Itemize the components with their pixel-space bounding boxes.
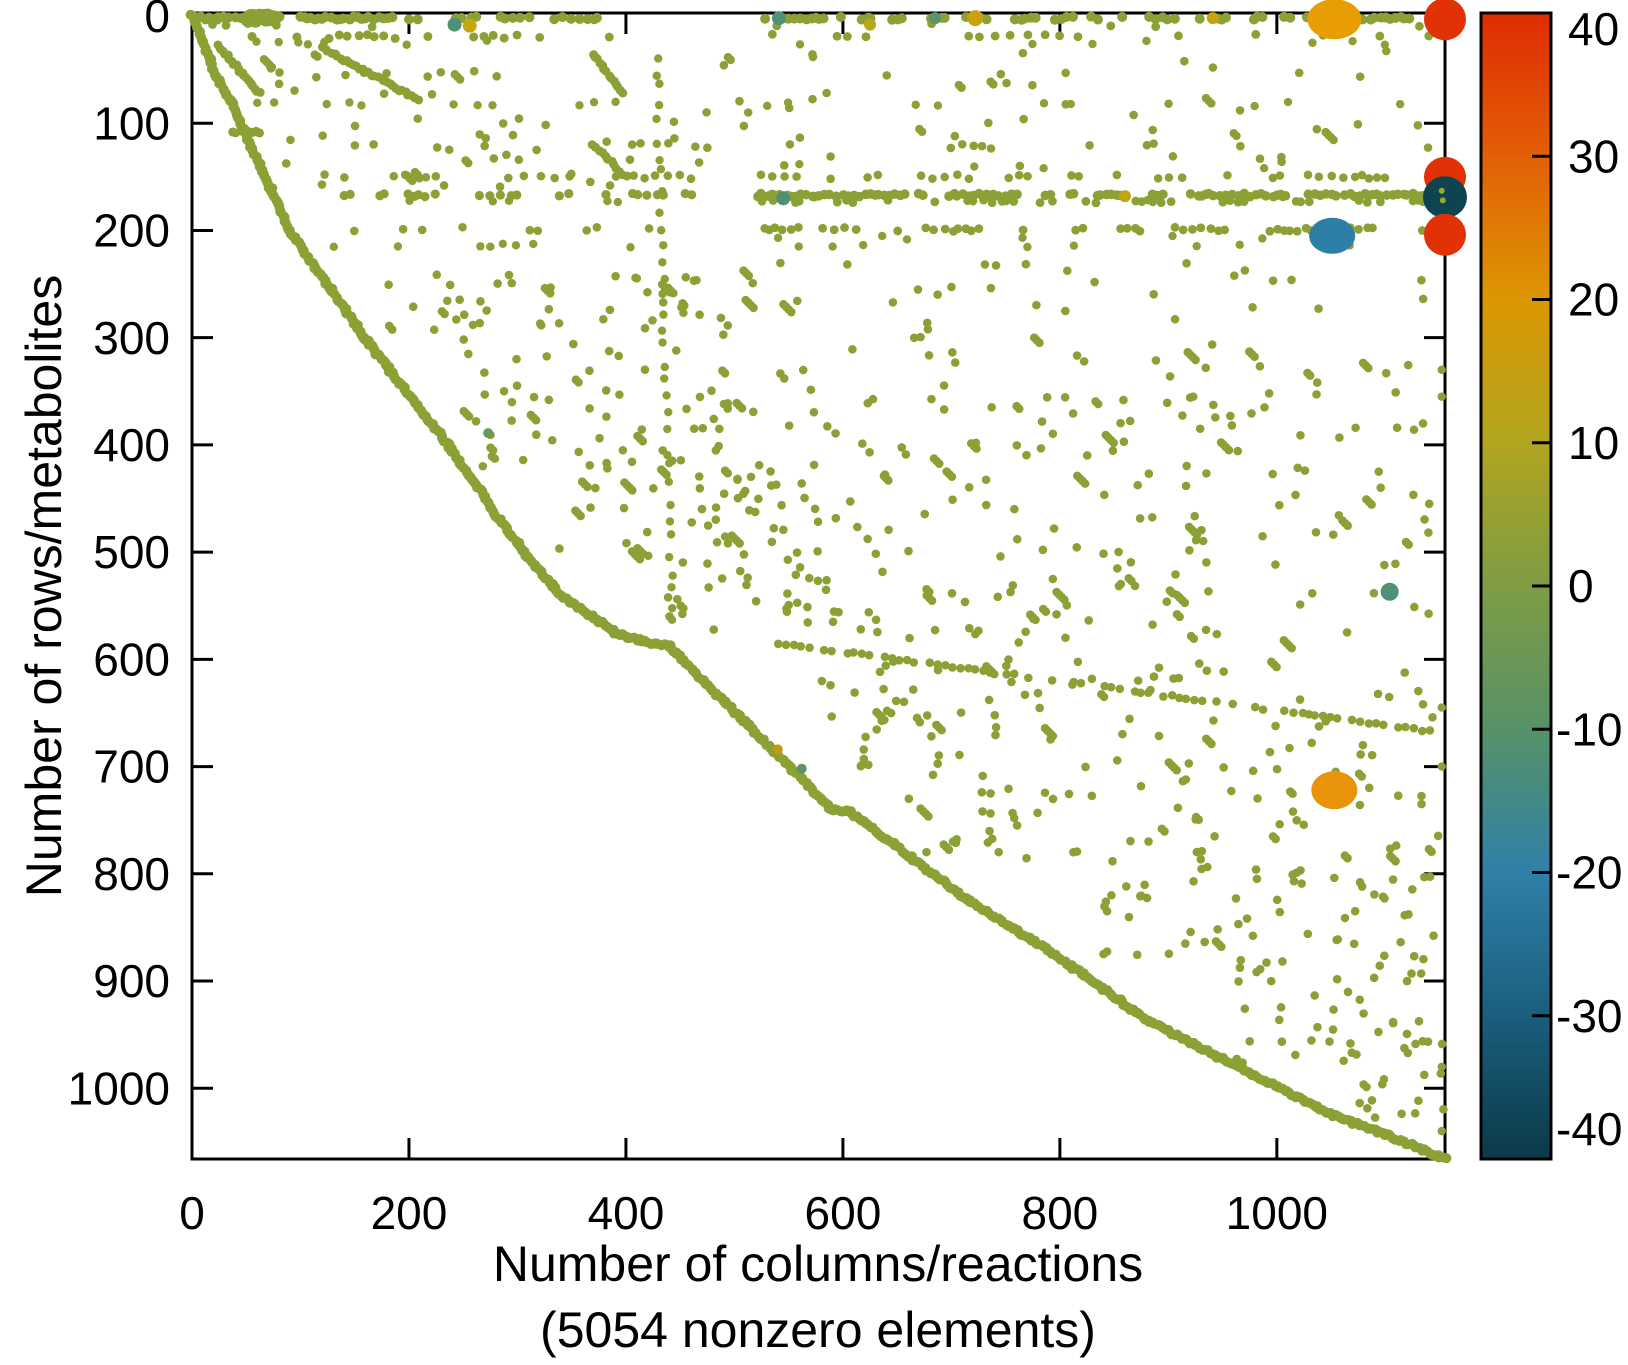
- svg-text:400: 400: [93, 419, 170, 471]
- svg-text:800: 800: [1022, 1187, 1099, 1239]
- svg-text:0: 0: [144, 0, 170, 42]
- plot-frame: [190, 11, 1447, 1161]
- svg-text:40: 40: [1568, 3, 1619, 55]
- svg-text:30: 30: [1568, 130, 1619, 182]
- x-tick-labels: 0 200 400 600 800 1000: [179, 1187, 1328, 1239]
- svg-text:100: 100: [93, 97, 170, 149]
- axis-ticks: [193, 14, 1444, 1158]
- svg-text:200: 200: [93, 205, 170, 257]
- svg-text:10: 10: [1568, 417, 1619, 469]
- svg-text:1000: 1000: [1226, 1187, 1328, 1239]
- svg-text:-30: -30: [1556, 990, 1622, 1042]
- svg-text:0: 0: [179, 1187, 205, 1239]
- svg-text:300: 300: [93, 312, 170, 364]
- y-axis-title: Number of rows/metabolites: [16, 274, 72, 898]
- colorbar-tick-labels: 40 30 20 10 0 -10 -20 -30 -40: [1556, 3, 1622, 1155]
- svg-text:600: 600: [93, 633, 170, 685]
- svg-text:-10: -10: [1556, 703, 1622, 755]
- svg-text:20: 20: [1568, 274, 1619, 326]
- x-axis-title: Number of columns/reactions: [492, 1236, 1144, 1292]
- svg-text:200: 200: [371, 1187, 448, 1239]
- x-axis-subtitle: (5054 nonzero elements): [540, 1302, 1096, 1358]
- svg-text:900: 900: [93, 955, 170, 1007]
- special-points-layer: [1307, 0, 1467, 810]
- svg-text:-20: -20: [1556, 847, 1622, 899]
- svg-text:-40: -40: [1556, 1103, 1622, 1155]
- svg-text:0: 0: [1568, 560, 1594, 612]
- dots-layer: [185, 8, 1452, 1164]
- colorbar: [1479, 11, 1553, 1161]
- svg-text:400: 400: [588, 1187, 665, 1239]
- svg-text:1000: 1000: [68, 1062, 170, 1114]
- svg-text:500: 500: [93, 526, 170, 578]
- y-tick-labels: 0 100 200 300 400 500 600 700 800 900 1000: [68, 0, 170, 1114]
- svg-text:700: 700: [93, 741, 170, 793]
- svg-text:800: 800: [93, 848, 170, 900]
- svg-text:600: 600: [805, 1187, 882, 1239]
